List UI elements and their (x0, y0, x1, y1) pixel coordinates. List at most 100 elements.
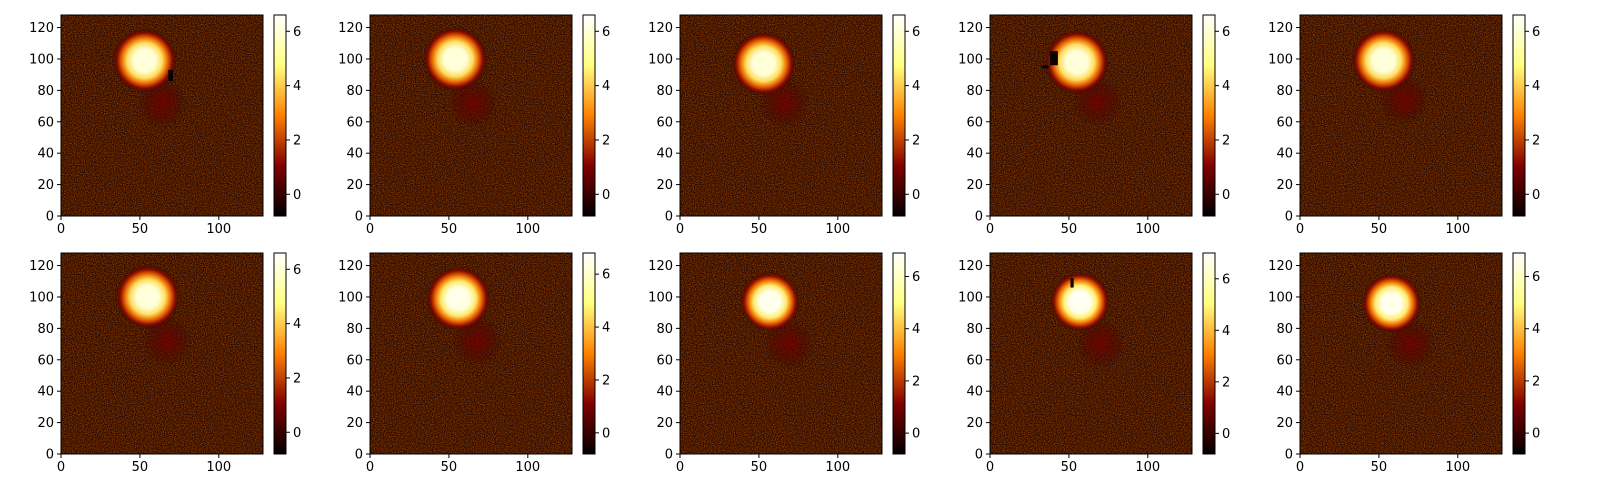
colorbar-tick-label: 6 (293, 263, 301, 278)
y-tick-label: 120 (338, 21, 363, 36)
axes-frame (679, 14, 883, 217)
y-tick-label: 80 (656, 322, 673, 337)
heatmap-image (990, 253, 1192, 454)
y-tick-label: 40 (656, 147, 673, 162)
y-tick-label: 60 (656, 353, 673, 368)
colorbar-tick-label: 2 (912, 374, 920, 389)
colorbar-tick-label: 0 (293, 426, 301, 441)
colorbar-tick-label: 0 (1532, 188, 1540, 203)
primary-source (1361, 273, 1422, 333)
colorbar-tick-label: 6 (1222, 272, 1230, 287)
y-tick-label: 20 (1276, 416, 1293, 431)
y-tick-label: 60 (656, 115, 673, 130)
axes-frame (60, 252, 264, 455)
heatmap-image (61, 253, 263, 454)
y-tick-label: 60 (37, 115, 54, 130)
colorbar-tick-label: 0 (602, 188, 610, 203)
y-tick-label: 120 (29, 259, 54, 274)
heatmap-panel-3: 0 50 100 0 20 40 60 80 100 120 0 2 4 6 (648, 14, 920, 237)
colorbar-tick-label: 0 (1222, 427, 1230, 442)
x-tick-label: 100 (825, 222, 850, 237)
y-tick-label: 100 (648, 290, 673, 305)
heatmap-image (1300, 253, 1502, 454)
y-tick-label: 40 (346, 385, 363, 400)
y-tick-label: 100 (29, 290, 54, 305)
x-tick-label: 50 (132, 222, 149, 237)
primary-source (731, 31, 796, 96)
y-tick-label: 60 (346, 115, 363, 130)
y-tick-label: 80 (346, 84, 363, 99)
x-tick-label: 100 (515, 460, 540, 475)
y-tick-label: 80 (37, 322, 54, 337)
heatmap-image (1300, 15, 1502, 216)
colorbar (892, 14, 906, 217)
y-tick-label: 20 (656, 416, 673, 431)
x-tick-label: 50 (751, 460, 768, 475)
heatmap-panel-6: 0 50 100 0 20 40 60 80 100 120 0 2 4 6 (29, 252, 301, 475)
x-tick-label: 50 (1371, 222, 1388, 237)
y-tick-label: 120 (1268, 21, 1293, 36)
x-tick-label: 0 (986, 222, 994, 237)
y-tick-label: 60 (1276, 115, 1293, 130)
heatmap-panel-4: 0 50 100 0 20 40 60 80 100 120 0 2 4 6 (958, 14, 1230, 237)
axes-frame (679, 252, 883, 455)
y-tick-label: 120 (338, 259, 363, 274)
y-tick-label: 0 (46, 448, 54, 463)
colorbar (273, 14, 287, 217)
colorbar (582, 252, 596, 455)
y-tick-label: 60 (37, 353, 54, 368)
y-tick-label: 0 (355, 448, 363, 463)
y-tick-label: 100 (29, 52, 54, 67)
y-tick-label: 40 (346, 147, 363, 162)
heatmap-panel-7: 0 50 100 0 20 40 60 80 100 120 0 2 4 6 (338, 252, 610, 475)
x-tick-label: 100 (1445, 222, 1470, 237)
masked-region (1042, 65, 1049, 69)
colorbar-tick-label: 4 (293, 79, 301, 94)
colorbar-tick-label: 6 (602, 25, 610, 40)
x-tick-label: 100 (1135, 222, 1160, 237)
colorbar-tick-label: 4 (293, 317, 301, 332)
colorbar-tick-label: 6 (293, 25, 301, 40)
y-tick-label: 80 (656, 84, 673, 99)
masked-region (168, 69, 174, 81)
colorbar-tick-label: 2 (1532, 133, 1540, 148)
x-tick-label: 0 (57, 222, 65, 237)
heatmap-image (370, 15, 572, 216)
y-tick-label: 100 (958, 290, 983, 305)
axes-frame (60, 14, 264, 217)
heatmap-image (61, 15, 263, 216)
colorbar-tick-label: 0 (912, 427, 920, 442)
y-tick-label: 40 (1276, 147, 1293, 162)
colorbar-tick-label: 0 (293, 188, 301, 203)
colorbar-tick-label: 6 (1222, 25, 1230, 40)
colorbar-tick-label: 4 (1222, 79, 1230, 94)
primary-source (426, 266, 491, 331)
y-tick-label: 80 (346, 322, 363, 337)
secondary-source (763, 318, 815, 370)
axes-frame (1299, 14, 1503, 217)
primary-source (112, 28, 177, 93)
x-tick-label: 50 (441, 222, 458, 237)
x-tick-label: 50 (1061, 222, 1078, 237)
colorbar-tick-label: 4 (602, 79, 610, 94)
y-tick-label: 20 (346, 416, 363, 431)
colorbar (1202, 252, 1216, 455)
x-tick-label: 0 (1296, 460, 1304, 475)
x-tick-label: 0 (366, 460, 374, 475)
y-tick-label: 60 (966, 115, 983, 130)
y-tick-label: 100 (338, 290, 363, 305)
x-tick-label: 100 (1135, 460, 1160, 475)
colorbar-tick-label: 6 (912, 270, 920, 285)
primary-source (740, 271, 800, 332)
y-tick-label: 100 (338, 52, 363, 67)
y-tick-label: 0 (355, 210, 363, 225)
primary-source (1351, 28, 1416, 93)
colorbar-tick-label: 4 (912, 79, 920, 94)
y-tick-label: 100 (1268, 52, 1293, 67)
axes-frame (989, 252, 1193, 455)
y-tick-label: 100 (648, 52, 673, 67)
heatmap-image (680, 15, 882, 216)
colorbar-tick-label: 6 (912, 25, 920, 40)
y-tick-label: 100 (958, 52, 983, 67)
y-tick-label: 100 (1268, 290, 1293, 305)
